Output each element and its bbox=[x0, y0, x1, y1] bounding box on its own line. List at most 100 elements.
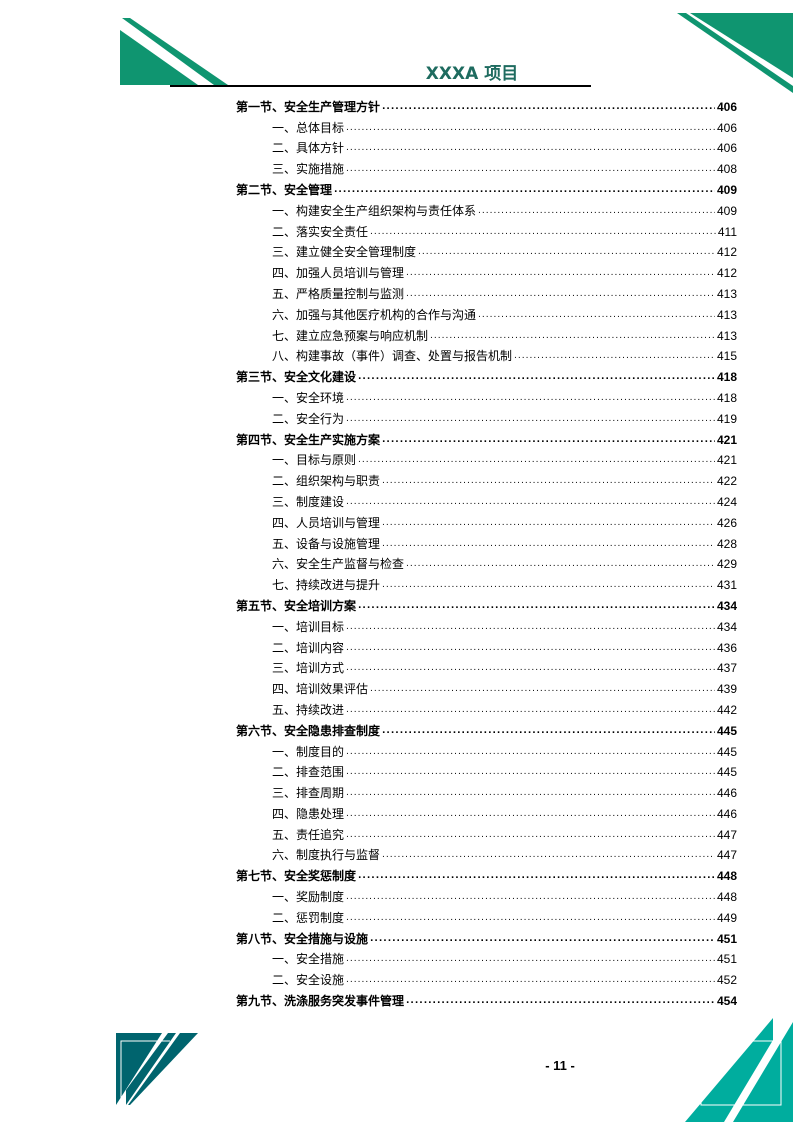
toc-subsection-entry[interactable]: 二、培训内容 436 bbox=[236, 637, 737, 658]
toc-entry-label: 一、安全措施 bbox=[272, 952, 345, 967]
toc-entry-label: 四、加强人员培训与管理 bbox=[272, 266, 405, 281]
toc-subsection-entry[interactable]: 三、培训方式 437 bbox=[236, 658, 737, 679]
toc-section-entry[interactable]: 第九节、洗涤服务突发事件管理 454 bbox=[236, 990, 737, 1011]
toc-subsection-entry[interactable]: 三、实施措施 408 bbox=[236, 158, 737, 179]
dot-leader bbox=[334, 180, 715, 200]
toc-entry-page: 406 bbox=[716, 120, 737, 135]
dot-leader bbox=[370, 222, 716, 242]
toc-subsection-entry[interactable]: 二、排查范围 445 bbox=[236, 762, 737, 783]
toc-subsection-entry[interactable]: 三、排查周期 446 bbox=[236, 782, 737, 803]
toc-subsection-entry[interactable]: 一、安全措施 451 bbox=[236, 949, 737, 970]
toc-entry-page: 409 bbox=[716, 182, 737, 197]
toc-subsection-entry[interactable]: 一、构建安全生产组织架构与责任体系 409 bbox=[236, 200, 737, 221]
dot-leader bbox=[346, 409, 715, 429]
toc-subsection-entry[interactable]: 七、建立应急预案与响应机制 413 bbox=[236, 325, 737, 346]
toc-subsection-entry[interactable]: 一、制度目的 445 bbox=[236, 741, 737, 762]
toc-entry-label: 第八节、安全措施与设施 bbox=[236, 931, 369, 946]
dot-leader bbox=[406, 554, 715, 574]
toc-entry-page: 422 bbox=[716, 474, 737, 489]
toc-subsection-entry[interactable]: 四、人员培训与管理 426 bbox=[236, 512, 737, 533]
toc-section-entry[interactable]: 第一节、安全生产管理方针 406 bbox=[236, 96, 737, 117]
toc-section-entry[interactable]: 第六节、安全隐患排查制度 445 bbox=[236, 720, 737, 741]
toc-entry-label: 二、培训内容 bbox=[272, 640, 345, 655]
toc-entry-page: 431 bbox=[716, 578, 737, 593]
toc-entry-label: 第九节、洗涤服务突发事件管理 bbox=[236, 994, 405, 1009]
dot-leader bbox=[346, 887, 715, 907]
toc-entry-page: 446 bbox=[716, 786, 737, 801]
header-title: XXXA 项目 bbox=[425, 64, 519, 84]
toc-subsection-entry[interactable]: 二、安全设施 452 bbox=[236, 969, 737, 990]
toc-entry-page: 452 bbox=[716, 973, 737, 988]
toc-entry-page: 411 bbox=[717, 224, 737, 239]
dot-leader bbox=[346, 742, 715, 762]
toc-subsection-entry[interactable]: 四、加强人员培训与管理 412 bbox=[236, 262, 737, 283]
toc-entry-page: 418 bbox=[716, 390, 737, 405]
toc-subsection-entry[interactable]: 二、安全行为 419 bbox=[236, 408, 737, 429]
toc-entry-page: 447 bbox=[716, 848, 737, 863]
dot-leader bbox=[346, 804, 715, 824]
toc-entry-page: 434 bbox=[716, 598, 737, 613]
toc-section-entry[interactable]: 第二节、安全管理 409 bbox=[236, 179, 737, 200]
toc-entry-page: 445 bbox=[716, 723, 737, 738]
toc-section-entry[interactable]: 第七节、安全奖惩制度 448 bbox=[236, 865, 737, 886]
toc-subsection-entry[interactable]: 三、制度建设 424 bbox=[236, 491, 737, 512]
toc-subsection-entry[interactable]: 二、组织架构与职责 422 bbox=[236, 470, 737, 491]
toc-subsection-entry[interactable]: 七、持续改进与提升 431 bbox=[236, 574, 737, 595]
toc-entry-label: 二、组织架构与职责 bbox=[272, 474, 381, 489]
toc-entry-page: 421 bbox=[716, 432, 737, 447]
toc-section-entry[interactable]: 第三节、安全文化建设 418 bbox=[236, 366, 737, 387]
toc-entry-page: 451 bbox=[716, 931, 737, 946]
toc-entry-page: 421 bbox=[716, 453, 737, 468]
toc-entry-label: 二、安全行为 bbox=[272, 411, 345, 426]
dot-leader bbox=[346, 700, 715, 720]
toc-subsection-entry[interactable]: 一、奖励制度 448 bbox=[236, 886, 737, 907]
toc-entry-page: 418 bbox=[716, 370, 737, 385]
toc-subsection-entry[interactable]: 二、惩罚制度 449 bbox=[236, 907, 737, 928]
toc-entry-label: 二、落实安全责任 bbox=[272, 224, 369, 239]
toc-subsection-entry[interactable]: 一、目标与原则 421 bbox=[236, 450, 737, 471]
dot-leader bbox=[346, 762, 715, 782]
dot-leader bbox=[346, 949, 715, 969]
toc-subsection-entry[interactable]: 三、建立健全安全管理制度 412 bbox=[236, 242, 737, 263]
toc-entry-page: 409 bbox=[716, 203, 737, 218]
dot-leader bbox=[382, 845, 715, 865]
toc-entry-label: 第六节、安全隐患排查制度 bbox=[236, 723, 381, 738]
toc-entry-label: 六、制度执行与监督 bbox=[272, 848, 381, 863]
toc-subsection-entry[interactable]: 八、构建事故（事件）调查、处置与报告机制 415 bbox=[236, 346, 737, 367]
toc-subsection-entry[interactable]: 一、安全环境 418 bbox=[236, 387, 737, 408]
toc-entry-page: 445 bbox=[716, 744, 737, 759]
toc-subsection-entry[interactable]: 二、具体方针 406 bbox=[236, 138, 737, 159]
toc-entry-page: 413 bbox=[716, 328, 737, 343]
toc-section-entry[interactable]: 第四节、安全生产实施方案 421 bbox=[236, 429, 737, 450]
toc-subsection-entry[interactable]: 六、安全生产监督与检查 429 bbox=[236, 554, 737, 575]
dot-leader bbox=[382, 97, 715, 117]
toc-entry-label: 四、人员培训与管理 bbox=[272, 515, 381, 530]
toc-entry-label: 一、构建安全生产组织架构与责任体系 bbox=[272, 203, 477, 218]
toc-entry-label: 六、加强与其他医疗机构的合作与沟通 bbox=[272, 307, 477, 322]
toc-entry-page: 448 bbox=[716, 890, 737, 905]
toc-subsection-entry[interactable]: 二、落实安全责任 411 bbox=[236, 221, 737, 242]
toc-section-entry[interactable]: 第八节、安全措施与设施 451 bbox=[236, 928, 737, 949]
toc-entry-label: 三、培训方式 bbox=[272, 661, 345, 676]
toc-subsection-entry[interactable]: 五、严格质量控制与监测 413 bbox=[236, 283, 737, 304]
toc-subsection-entry[interactable]: 五、持续改进 442 bbox=[236, 699, 737, 720]
toc-entry-label: 五、责任追究 bbox=[272, 827, 345, 842]
toc-subsection-entry[interactable]: 四、培训效果评估 439 bbox=[236, 678, 737, 699]
toc-entry-label: 第七节、安全奖惩制度 bbox=[236, 869, 357, 884]
toc-subsection-entry[interactable]: 一、总体目标 406 bbox=[236, 117, 737, 138]
header-rule bbox=[170, 85, 591, 87]
toc-subsection-entry[interactable]: 五、设备与设施管理 428 bbox=[236, 533, 737, 554]
toc-entry-page: 451 bbox=[716, 952, 737, 967]
toc-subsection-entry[interactable]: 四、隐患处理 446 bbox=[236, 803, 737, 824]
toc-subsection-entry[interactable]: 一、培训目标 434 bbox=[236, 616, 737, 637]
toc-subsection-entry[interactable]: 五、责任追究 447 bbox=[236, 824, 737, 845]
toc-section-entry[interactable]: 第五节、安全培训方案 434 bbox=[236, 595, 737, 616]
dot-leader bbox=[346, 138, 715, 158]
toc-entry-page: 437 bbox=[716, 661, 737, 676]
toc-entry-label: 四、培训效果评估 bbox=[272, 682, 369, 697]
toc-entry-label: 第一节、安全生产管理方针 bbox=[236, 99, 381, 114]
toc-subsection-entry[interactable]: 六、制度执行与监督 447 bbox=[236, 845, 737, 866]
toc-entry-label: 三、建立健全安全管理制度 bbox=[272, 245, 417, 260]
toc-entry-label: 五、持续改进 bbox=[272, 702, 345, 717]
toc-subsection-entry[interactable]: 六、加强与其他医疗机构的合作与沟通 413 bbox=[236, 304, 737, 325]
